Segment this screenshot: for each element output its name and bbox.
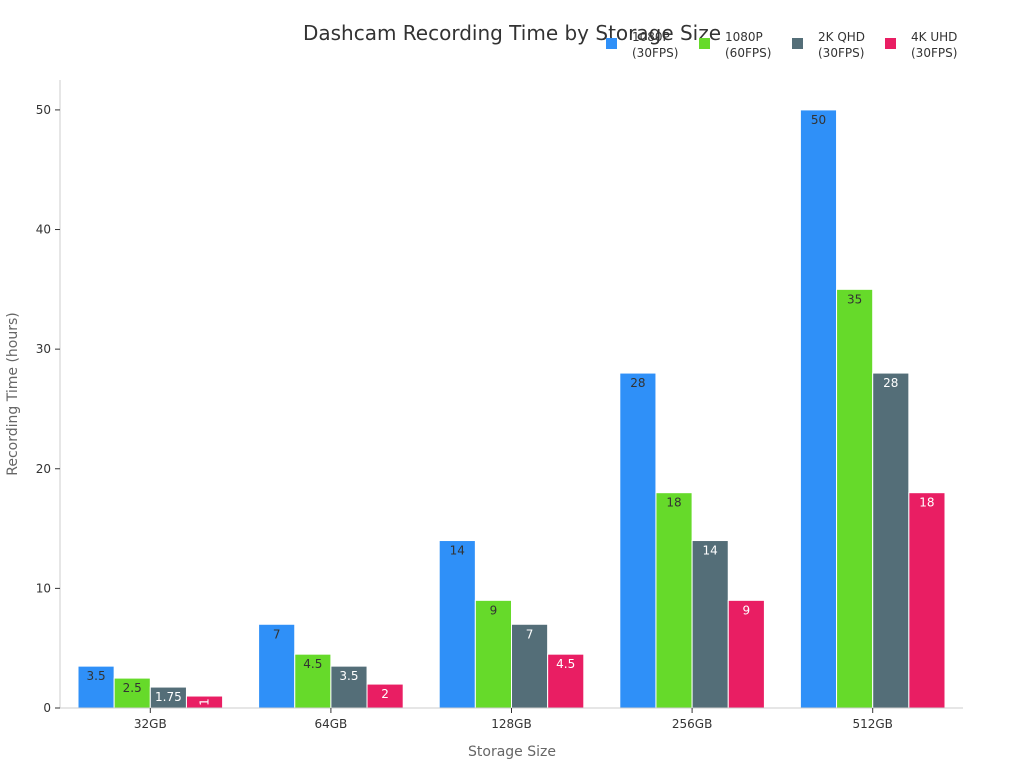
bar bbox=[655, 492, 693, 709]
bar bbox=[836, 288, 874, 709]
bar-value-label: 18 bbox=[919, 496, 934, 510]
bar-value-label: 9 bbox=[490, 603, 498, 617]
bar-value-label: 14 bbox=[703, 544, 718, 558]
bar-value-label: 35 bbox=[847, 292, 862, 306]
y-tick-label: 30 bbox=[36, 342, 51, 356]
x-tick-label: 256GB bbox=[672, 717, 712, 731]
bar-value-label: 7 bbox=[273, 627, 281, 641]
legend-label: 1080P (30FPS) bbox=[632, 30, 678, 60]
bar bbox=[691, 540, 729, 709]
bar-value-label: 3.5 bbox=[87, 669, 106, 683]
bar-value-label: 3.5 bbox=[339, 669, 358, 683]
bar bbox=[438, 540, 476, 709]
y-tick-label: 20 bbox=[36, 462, 51, 476]
legend-item: 4K UHD (30FPS) bbox=[885, 30, 957, 60]
legend-item: 1080P (60FPS) bbox=[699, 30, 771, 60]
bar bbox=[113, 677, 151, 709]
bar-value-label: 28 bbox=[883, 376, 898, 390]
y-tick-label: 50 bbox=[36, 103, 51, 117]
bar-value-label: 2.5 bbox=[123, 681, 142, 695]
bar bbox=[619, 372, 657, 709]
x-tick-label: 64GB bbox=[314, 717, 347, 731]
bar bbox=[872, 372, 910, 709]
legend: 1080P (30FPS) 1080P (60FPS) 2K QHD (30FPS) 4K … bbox=[606, 30, 957, 60]
bar-value-label: 1.75 bbox=[155, 690, 182, 704]
bar bbox=[77, 665, 115, 709]
legend-label: 1080P (60FPS) bbox=[725, 30, 771, 60]
y-tick-label: 0 bbox=[43, 701, 51, 715]
x-tick-label: 32GB bbox=[134, 717, 167, 731]
y-axis-title: Recording Time (hours) bbox=[5, 312, 21, 475]
bar bbox=[511, 623, 549, 709]
bar-value-label: 14 bbox=[450, 544, 465, 558]
bar-value-label: 4.5 bbox=[556, 657, 575, 671]
legend-swatch bbox=[606, 38, 617, 49]
bar bbox=[330, 665, 368, 709]
legend-item: 2K QHD (30FPS) bbox=[792, 30, 865, 60]
bar-value-label: 9 bbox=[743, 603, 751, 617]
y-tick-label: 10 bbox=[36, 581, 51, 595]
y-axis-ticks: 0 10 20 30 40 50 bbox=[36, 103, 60, 715]
legend-label: 2K QHD (30FPS) bbox=[818, 30, 865, 60]
x-axis-ticks: 32GB 64GB 128GB 256GB 512GB bbox=[134, 708, 893, 731]
legend-swatch bbox=[699, 38, 710, 49]
bar bbox=[908, 492, 946, 709]
y-tick-label: 40 bbox=[36, 223, 51, 237]
x-tick-label: 128GB bbox=[491, 717, 531, 731]
bar bbox=[258, 623, 296, 709]
bar bbox=[799, 109, 838, 709]
bar-labels: 3.5 7 14 28 50 2.5 4.5 9 18 35 1.75 3.5 7 14 28 1 2 4.5 9 1… bbox=[87, 113, 935, 706]
bar-value-label: 4.5 bbox=[303, 657, 322, 671]
bar-value-label: 2 bbox=[381, 687, 389, 701]
legend-item: 1080P (30FPS) bbox=[606, 30, 678, 60]
legend-swatch bbox=[885, 38, 896, 49]
plot-area: 3.5 7 14 28 50 2.5 4.5 9 18 35 1.75 3.5 7 14 28 1 2 4.5 9 1… bbox=[36, 80, 963, 731]
legend-label: 4K UHD (30FPS) bbox=[911, 30, 957, 60]
bar bbox=[727, 599, 765, 709]
chart-title: Dashcam Recording Time by Storage Size bbox=[303, 21, 721, 45]
bar-value-label: 1 bbox=[198, 698, 212, 706]
bar-value-label: 50 bbox=[811, 113, 826, 127]
x-tick-label: 512GB bbox=[852, 717, 892, 731]
x-axis-title: Storage Size bbox=[468, 744, 556, 760]
bar-value-label: 18 bbox=[666, 496, 681, 510]
bar-value-label: 7 bbox=[526, 627, 534, 641]
legend-swatch bbox=[792, 38, 803, 49]
bar-value-label: 28 bbox=[630, 376, 645, 390]
bars bbox=[77, 109, 946, 709]
